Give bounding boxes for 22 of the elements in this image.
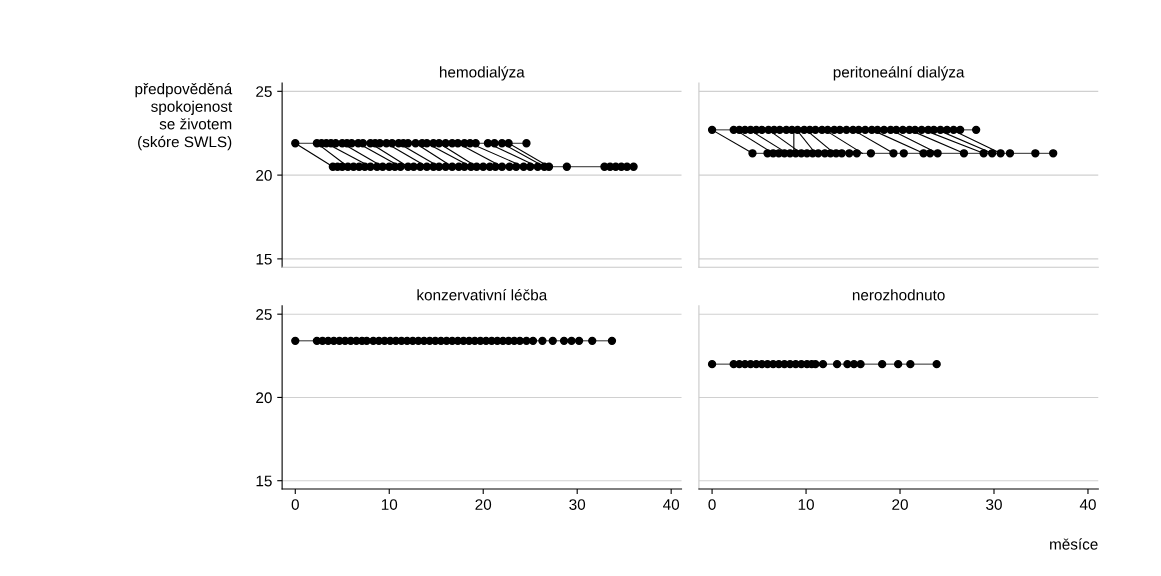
x-tick-label: 40 — [663, 499, 680, 510]
y-axis-title: předpověděná spokojenost se životem (skóre SWLS) — [135, 82, 233, 151]
x-tick-label: 40 — [1079, 499, 1096, 510]
x-tick-label: 20 — [475, 499, 492, 510]
x-axis-title: měsíce — [1050, 538, 1098, 550]
y-tick-label: 15 — [256, 253, 272, 265]
chart-title: konzervativní léčba — [417, 289, 548, 301]
x-tick-label: 30 — [569, 499, 586, 510]
y-tick-label: 20 — [256, 392, 272, 404]
x-tick-label: 20 — [892, 499, 908, 510]
y-tick-label: 25 — [256, 86, 272, 98]
y-tick-label: 20 — [256, 169, 272, 181]
x-tick-label: 10 — [381, 499, 398, 510]
y-tick-label: 15 — [256, 475, 272, 487]
x-tick-label: 30 — [986, 499, 1002, 510]
chart-title: peritoneální dialýza — [833, 66, 965, 81]
x-tick-label: 0 — [291, 499, 299, 510]
chart-title: nerozhodnuto — [852, 289, 945, 301]
chart-title: hemodialýza — [439, 66, 525, 81]
y-tick-label: 25 — [256, 309, 272, 320]
x-tick-label: 0 — [708, 499, 716, 510]
x-tick-label: 10 — [798, 499, 814, 510]
